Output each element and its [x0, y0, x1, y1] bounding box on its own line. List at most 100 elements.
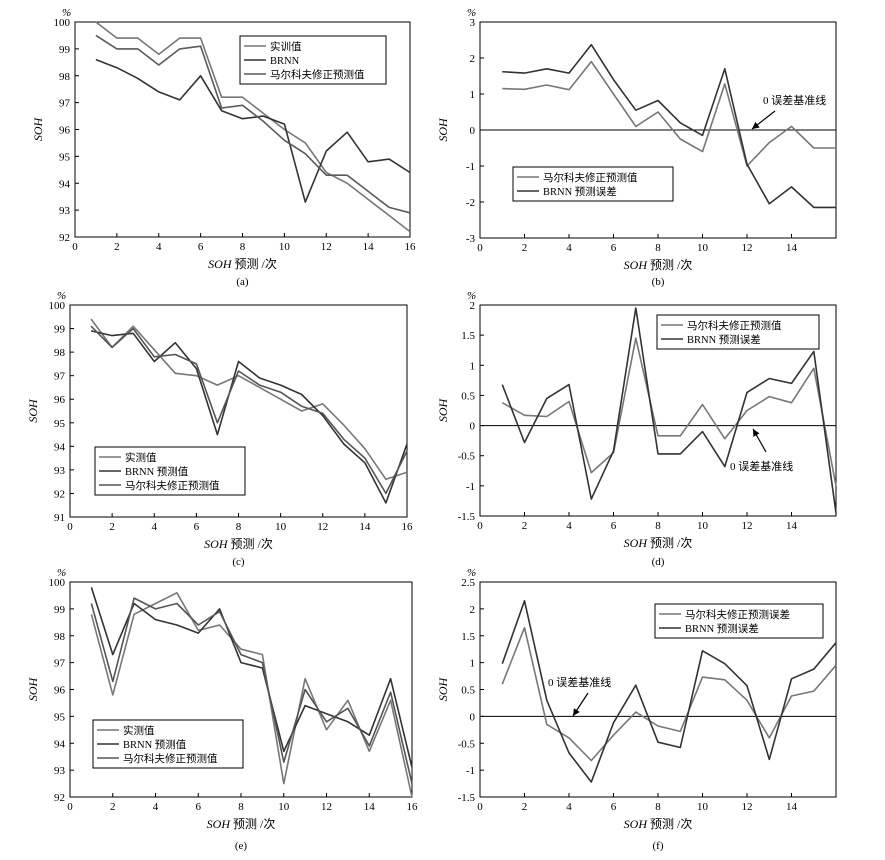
legend-entry: BRNN 预测值	[123, 738, 187, 751]
x-tick-label: 4	[153, 801, 159, 813]
x-tick-label: 14	[359, 521, 371, 533]
legend-entry: BRNN 预测误差	[687, 333, 761, 346]
y-tick-label: 98	[54, 631, 66, 643]
x-tick-label: 0	[477, 801, 483, 813]
x-tick-label: 12	[742, 801, 753, 813]
y-tick-label: -1	[466, 161, 475, 173]
x-tick-label: 8	[655, 801, 661, 813]
x-tick-label: 6	[194, 521, 200, 533]
x-tick-label: 14	[786, 801, 798, 813]
legend-box	[512, 166, 674, 202]
x-tick-label: 10	[697, 520, 709, 532]
chart-panel-e: 0 2 4 6 8 10 12 14 16 92 93 94 95 96 97 98 99 100% SOH SOH …	[26, 567, 418, 852]
x-tick-label: 0	[67, 801, 73, 813]
panel-caption: (f)	[653, 840, 664, 852]
y-tick-label: -2	[466, 197, 475, 209]
legend-entry: 马尔科夫修正预测值	[687, 319, 782, 332]
y-tick-label: 2	[470, 53, 476, 65]
unit-label: %	[467, 7, 476, 19]
y-tick-label: 1	[470, 658, 476, 670]
x-tick-label: 12	[742, 520, 753, 532]
y-tick-label: -1	[466, 765, 475, 777]
panel-caption: (d)	[652, 556, 665, 568]
y-tick-label: 1	[470, 89, 476, 101]
legend-entry: 实训值	[270, 40, 302, 53]
x-tick-label: 4	[566, 801, 572, 813]
panel-caption: (c)	[232, 556, 245, 568]
y-tick-label: 100	[49, 577, 66, 589]
series-line-3	[90, 325, 408, 495]
x-tick-label: 14	[363, 241, 375, 253]
series-line-1	[90, 318, 408, 481]
legend-box	[654, 603, 824, 639]
y-tick-label: 0.5	[461, 390, 475, 402]
y-tick-label: 92	[59, 232, 70, 244]
y-tick-label: 96	[54, 685, 66, 697]
y-tick-label: -0.5	[458, 738, 476, 750]
y-tick-label: 95	[59, 151, 71, 163]
x-tick-label: 2	[522, 520, 528, 532]
x-tick-label: 8	[655, 520, 661, 532]
y-tick-label: 99	[54, 604, 66, 616]
series-line-1	[501, 337, 837, 487]
x-tick-label: 2	[109, 521, 115, 533]
unit-label: %	[62, 7, 71, 19]
baseline-annotation: 0 误差基准线	[763, 93, 826, 107]
y-tick-label: -1.5	[458, 792, 476, 804]
x-tick-label: 14	[786, 242, 798, 254]
annotation-arrow-head	[573, 708, 580, 716]
annotation-arrow-head	[753, 429, 760, 437]
chart-panel-a: 0 2 4 6 8 10 12 14 16 92 93 94 95 96 97 98 99 100% SOH SOH …	[31, 7, 416, 288]
y-axis-label: SOH	[436, 677, 450, 702]
legend-entry: 实测值	[125, 451, 157, 464]
x-tick-label: 0	[477, 520, 483, 532]
y-tick-label: 95	[54, 418, 66, 430]
x-tick-label: 6	[198, 241, 204, 253]
y-tick-label: 1.5	[461, 631, 475, 643]
x-tick-label: 10	[697, 242, 709, 254]
y-tick-label: 0	[470, 421, 476, 433]
y-tick-label: -0.5	[458, 451, 476, 463]
y-axis-label: SOH	[436, 117, 450, 142]
legend-entry: BRNN 预测误差	[543, 185, 617, 198]
x-tick-label: 8	[238, 801, 244, 813]
series-line-3	[90, 597, 413, 784]
y-tick-label: 96	[54, 394, 66, 406]
x-axis-label: SOH 预测 /次	[207, 817, 276, 831]
annotation-arrow-head	[752, 121, 760, 129]
x-tick-label: 8	[236, 521, 242, 533]
x-tick-label: 4	[566, 520, 572, 532]
legend-box	[656, 314, 820, 350]
legend-entry: 实测值	[123, 724, 155, 737]
x-tick-label: 4	[566, 242, 572, 254]
series-line-2	[95, 58, 411, 203]
x-axis-label: SOH 预测 /次	[624, 817, 693, 831]
x-tick-label: 0	[72, 241, 78, 253]
chart-panel-d: 0 2 4 6 8 10 12 14 -1.5 -1 -0.5 0 0.5 1 1.5 2% SOH SOH 预测…	[436, 290, 837, 568]
x-tick-label: 2	[522, 801, 528, 813]
y-tick-label: 99	[54, 324, 66, 336]
series-line-2	[90, 330, 408, 504]
y-tick-label: -1.5	[458, 511, 476, 523]
panel-caption: (b)	[652, 276, 665, 288]
x-tick-label: 4	[156, 241, 162, 253]
y-tick-label: 0	[470, 125, 476, 137]
panel-caption: (e)	[235, 840, 248, 852]
series-line-1	[502, 60, 836, 167]
x-tick-label: 8	[655, 242, 661, 254]
y-tick-label: 96	[59, 125, 71, 137]
y-tick-label: 1	[470, 360, 476, 372]
legend-entry: BRNN 预测误差	[685, 622, 759, 635]
unit-label: %	[57, 290, 66, 302]
series-line-1	[95, 21, 411, 233]
x-tick-label: 10	[278, 801, 290, 813]
x-tick-label: 0	[67, 521, 73, 533]
x-tick-label: 10	[697, 801, 709, 813]
y-axis-label: SOH	[26, 677, 40, 702]
x-axis-label: SOH 预测 /次	[624, 258, 693, 272]
y-tick-label: -3	[466, 233, 476, 245]
y-tick-label: 91	[54, 512, 65, 524]
x-tick-label: 6	[196, 801, 202, 813]
y-tick-label: 99	[59, 44, 71, 56]
y-tick-label: 100	[49, 300, 66, 312]
